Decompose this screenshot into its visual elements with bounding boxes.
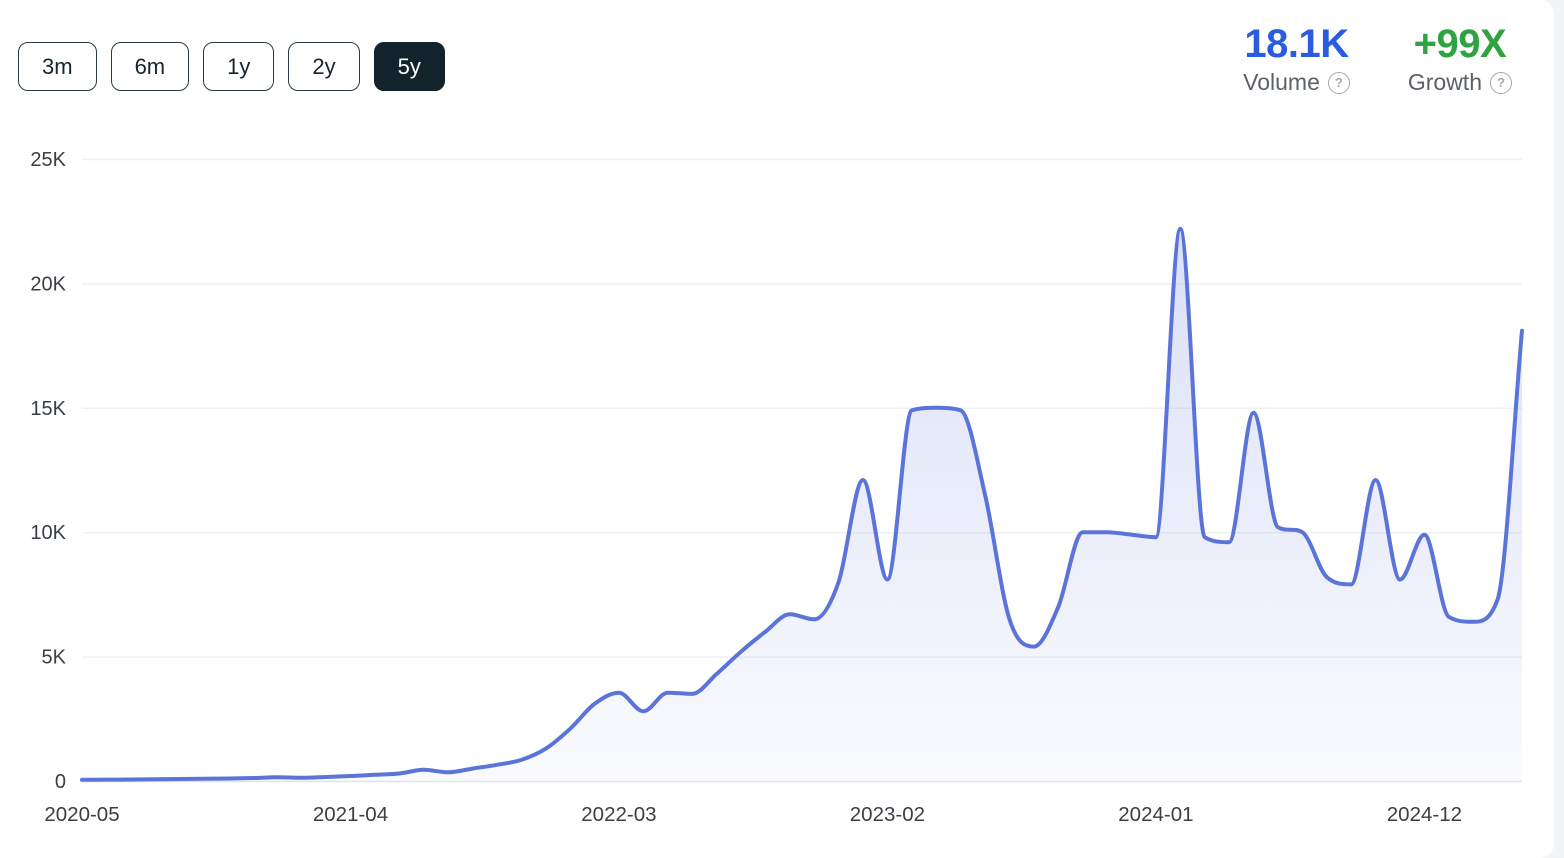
time-range-toolbar: 3m 6m 1y 2y 5y	[18, 42, 445, 91]
volume-value: 18.1K	[1244, 22, 1349, 66]
growth-stat: +99X Growth ?	[1408, 24, 1512, 94]
growth-value: +99X	[1413, 22, 1507, 66]
y-tick-label: 5K	[42, 647, 67, 669]
y-tick-label: 20K	[30, 273, 66, 295]
range-button-3m[interactable]: 3m	[18, 42, 97, 91]
growth-label: Growth	[1407, 69, 1482, 95]
y-tick-label: 25K	[30, 149, 66, 171]
stats-panel: 18.1K Volume ? +99X Growth ?	[1243, 24, 1512, 94]
range-button-2y[interactable]: 2y	[288, 42, 360, 91]
range-button-1y[interactable]: 1y	[203, 42, 275, 91]
range-button-6m[interactable]: 6m	[110, 42, 190, 91]
x-tick-label: 2024-01	[1118, 803, 1193, 826]
x-tick-label: 2022-03	[581, 803, 656, 826]
x-tick-label: 2021-04	[313, 803, 388, 826]
trend-line	[80, 226, 1524, 782]
growth-label-row: Growth ?	[1408, 71, 1512, 94]
y-tick-label: 0	[55, 771, 66, 793]
y-tick-label: 15K	[30, 398, 66, 420]
growth-help-icon[interactable]: ?	[1490, 71, 1512, 94]
volume-stat: 18.1K Volume ?	[1243, 24, 1350, 94]
chart-area-fill	[82, 228, 1522, 781]
range-button-5y[interactable]: 5y	[373, 42, 445, 91]
volume-help-icon[interactable]: ?	[1327, 71, 1350, 94]
volume-label: Volume	[1243, 69, 1320, 95]
x-tick-label: 2023-02	[850, 803, 925, 826]
volume-label-row: Volume ?	[1243, 71, 1350, 94]
x-tick-label: 2024-12	[1387, 803, 1462, 826]
x-tick-label: 2020-05	[44, 803, 119, 826]
y-tick-label: 10K	[30, 522, 66, 544]
